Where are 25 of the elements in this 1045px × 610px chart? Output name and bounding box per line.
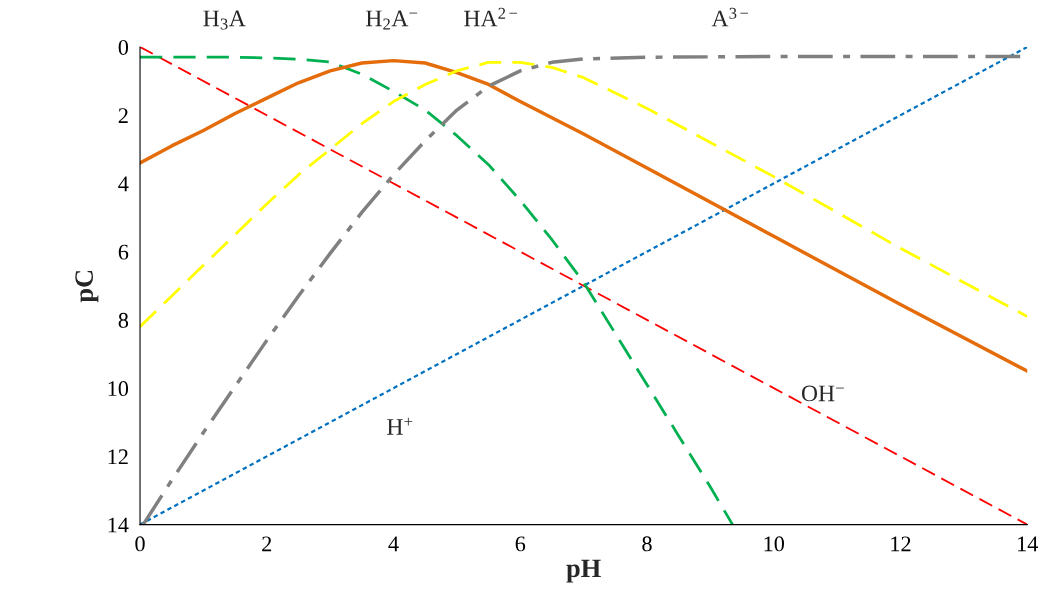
y-axis-title: pC: [75, 270, 99, 303]
y-tick-label: 12: [108, 449, 128, 465]
x-tick-label: 10: [764, 536, 785, 552]
x-tick-label: 6: [515, 536, 526, 552]
text: HA$^{2−}$: [464, 7, 518, 27]
y-tick-label: 6: [118, 244, 129, 260]
text: H$_{2}$A$^{−}$: [365, 10, 418, 30]
y-tick-label: 2: [118, 108, 128, 123]
y-tick-label: 10: [108, 381, 129, 397]
annotation: OH$^{−}$: [801, 385, 844, 402]
x-tick-label: 0: [135, 536, 145, 552]
text: A$^{3−}$: [711, 7, 749, 27]
x-tick-label: 12: [891, 536, 911, 552]
y-tick-label: 8: [118, 312, 129, 328]
y-tick-label: 14: [108, 517, 129, 533]
line-series: [140, 55, 734, 525]
annotation: H$^{+}$: [387, 417, 413, 435]
text: H$_{3}$A: [203, 10, 246, 30]
x-tick-label: 14: [1018, 536, 1038, 552]
y-tick-label: 0: [118, 39, 129, 55]
y-tick-label: 4: [118, 176, 129, 192]
x-axis-title: pH: [566, 559, 601, 583]
x-tick-label: 4: [388, 536, 399, 552]
x-tick-label: 8: [642, 536, 652, 552]
x-tick-label: 2: [262, 536, 272, 552]
